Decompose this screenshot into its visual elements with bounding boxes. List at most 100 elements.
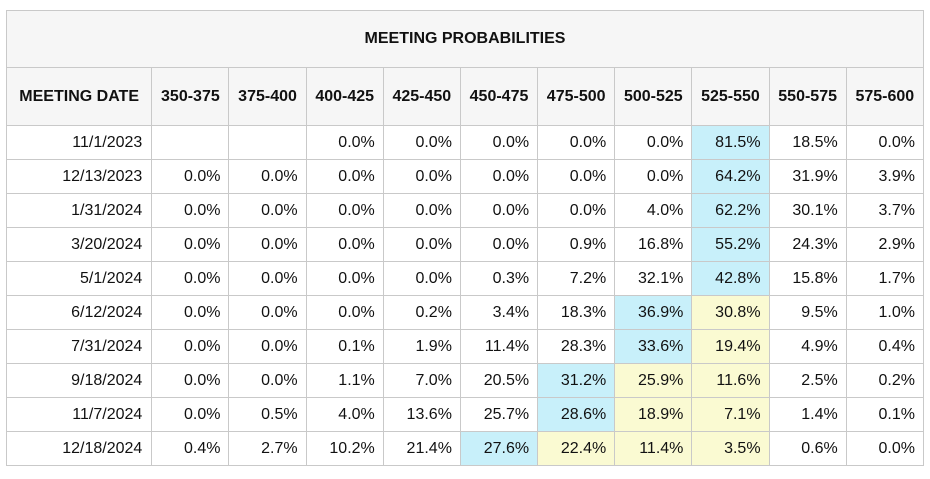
probability-cell: 42.8%	[691, 261, 770, 296]
probability-cell: 0.0%	[537, 193, 616, 228]
table-row: 6/12/2024 0.0% 0.0% 0.0% 0.2% 3.4% 18.3% 36.9% 3…	[5, 295, 925, 330]
table-row: 7/31/2024 0.0% 0.0% 0.1% 1.9% 11.4% 28.3% 33.6%…	[5, 329, 925, 364]
probability-cell: 0.0%	[151, 193, 230, 228]
table-title: MEETING PROBABILITIES	[6, 10, 924, 68]
probability-cell: 28.3%	[537, 329, 616, 364]
probability-cell: 7.2%	[537, 261, 616, 296]
probability-cell: 3.7%	[845, 193, 925, 228]
probability-cell: 0.0%	[614, 159, 693, 194]
table-row: 1/31/2024 0.0% 0.0% 0.0% 0.0% 0.0% 0.0% 4.0% 62.…	[5, 193, 925, 228]
probability-cell	[228, 125, 307, 160]
meeting-probabilities-table: MEETING PROBABILITIES MEETING DATE 350-37…	[5, 10, 925, 466]
table-row: 11/1/2023 0.0% 0.0% 0.0% 0.0% 0.0% 81.5% 18.5% 0…	[5, 125, 925, 160]
column-header-375-400: 375-400	[228, 67, 307, 126]
probability-cell: 4.0%	[614, 193, 693, 228]
probability-cell: 0.0%	[151, 329, 230, 364]
meeting-date-cell: 12/13/2023	[5, 159, 153, 194]
probability-cell: 0.0%	[382, 261, 461, 296]
column-header-400-425: 400-425	[305, 67, 384, 126]
probability-cell: 0.0%	[459, 125, 539, 160]
probability-cell: 0.0%	[305, 159, 384, 194]
probability-cell: 0.3%	[459, 261, 539, 296]
probability-cell: 0.0%	[305, 125, 384, 160]
probability-cell: 31.2%	[537, 363, 616, 398]
column-header-575-600: 575-600	[845, 67, 925, 126]
probability-cell: 33.6%	[614, 329, 693, 364]
probability-cell: 0.0%	[305, 227, 384, 262]
probability-cell: 0.0%	[382, 193, 461, 228]
probability-cell: 0.0%	[228, 363, 307, 398]
column-header-500-525: 500-525	[614, 67, 693, 126]
probability-cell: 11.6%	[691, 363, 770, 398]
probability-cell: 64.2%	[691, 159, 770, 194]
probability-cell: 0.0%	[228, 295, 307, 330]
meeting-date-cell: 9/18/2024	[5, 363, 153, 398]
column-header-475-500: 475-500	[537, 67, 616, 126]
probability-cell: 4.9%	[768, 329, 847, 364]
probability-cell: 0.0%	[228, 261, 307, 296]
probability-cell: 0.1%	[305, 329, 384, 364]
probability-cell: 10.2%	[305, 431, 384, 466]
probability-cell: 1.0%	[845, 295, 925, 330]
meeting-date-cell: 11/7/2024	[5, 397, 153, 432]
table-row: 5/1/2024 0.0% 0.0% 0.0% 0.0% 0.3% 7.2% 32.1% 42.…	[5, 261, 925, 296]
column-header-425-450: 425-450	[382, 67, 461, 126]
probability-cell: 2.7%	[228, 431, 307, 466]
column-header-550-575: 550-575	[768, 67, 847, 126]
probability-cell: 0.0%	[537, 159, 616, 194]
probability-cell: 0.0%	[382, 227, 461, 262]
probability-cell: 36.9%	[614, 295, 693, 330]
probability-cell: 25.7%	[459, 397, 539, 432]
probability-cell: 3.4%	[459, 295, 539, 330]
probability-cell: 25.9%	[614, 363, 693, 398]
probability-cell: 0.0%	[151, 261, 230, 296]
table-row: 12/18/2024 0.4% 2.7% 10.2% 21.4% 27.6% 22.4% 11…	[5, 431, 925, 466]
probability-cell: 0.0%	[845, 125, 925, 160]
probability-cell: 16.8%	[614, 227, 693, 262]
meeting-date-cell: 12/18/2024	[5, 431, 153, 466]
probability-cell: 0.5%	[228, 397, 307, 432]
probability-cell: 3.5%	[691, 431, 770, 466]
probability-cell: 1.9%	[382, 329, 461, 364]
probability-cell: 30.8%	[691, 295, 770, 330]
probability-cell: 0.0%	[382, 125, 461, 160]
probability-cell: 0.0%	[228, 193, 307, 228]
probability-cell: 22.4%	[537, 431, 616, 466]
table-row: 11/7/2024 0.0% 0.5% 4.0% 13.6% 25.7% 28.6% 18.9…	[5, 397, 925, 432]
title-row: MEETING PROBABILITIES	[6, 10, 924, 68]
probability-cell: 27.6%	[459, 431, 539, 466]
probability-cell: 9.5%	[768, 295, 847, 330]
probability-cell: 0.0%	[614, 125, 693, 160]
probability-cell: 62.2%	[691, 193, 770, 228]
meeting-date-cell: 7/31/2024	[5, 329, 153, 364]
probability-cell: 0.0%	[151, 363, 230, 398]
probability-cell: 15.8%	[768, 261, 847, 296]
probability-cell: 13.6%	[382, 397, 461, 432]
probability-cell: 0.0%	[228, 329, 307, 364]
probability-cell: 0.6%	[768, 431, 847, 466]
probability-cell: 0.0%	[537, 125, 616, 160]
probability-cell: 7.0%	[382, 363, 461, 398]
probability-cell: 21.4%	[382, 431, 461, 466]
table-row: 3/20/2024 0.0% 0.0% 0.0% 0.0% 0.0% 0.9% 16.8% 55…	[5, 227, 925, 262]
meeting-date-cell: 5/1/2024	[5, 261, 153, 296]
column-header-meeting-date: MEETING DATE	[5, 67, 153, 126]
probability-cell	[151, 125, 230, 160]
probability-cell: 31.9%	[768, 159, 847, 194]
probability-cell: 2.9%	[845, 227, 925, 262]
probability-cell: 0.0%	[459, 159, 539, 194]
probability-cell: 11.4%	[614, 431, 693, 466]
probability-cell: 1.4%	[768, 397, 847, 432]
probability-cell: 0.0%	[459, 227, 539, 262]
probability-cell: 4.0%	[305, 397, 384, 432]
column-header-350-375: 350-375	[151, 67, 230, 126]
probability-cell: 30.1%	[768, 193, 847, 228]
probability-cell: 0.1%	[845, 397, 925, 432]
probability-cell: 0.0%	[228, 159, 307, 194]
probability-cell: 0.4%	[845, 329, 925, 364]
table-row: 12/13/2023 0.0% 0.0% 0.0% 0.0% 0.0% 0.0% 0.0% 64…	[5, 159, 925, 194]
probability-cell: 0.2%	[382, 295, 461, 330]
probability-cell: 18.9%	[614, 397, 693, 432]
probability-cell: 18.5%	[768, 125, 847, 160]
probability-cell: 0.0%	[459, 193, 539, 228]
